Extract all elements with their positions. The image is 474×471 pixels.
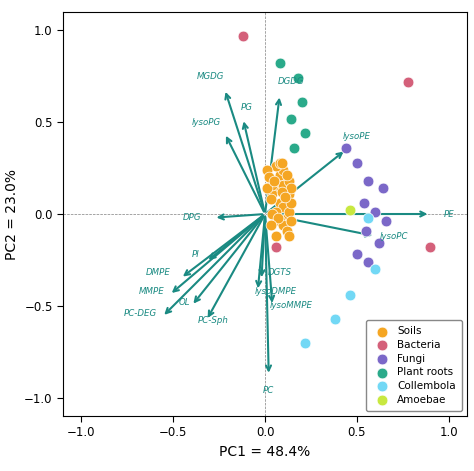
Text: DGDG: DGDG bbox=[277, 77, 304, 86]
Point bbox=[267, 221, 274, 229]
Point bbox=[283, 172, 291, 179]
Point bbox=[294, 74, 302, 82]
Point bbox=[404, 78, 412, 86]
Point bbox=[276, 218, 283, 225]
Point bbox=[272, 232, 280, 240]
Point bbox=[282, 194, 289, 201]
Point bbox=[346, 291, 353, 299]
Point bbox=[364, 177, 372, 185]
Point bbox=[353, 159, 361, 166]
Point bbox=[375, 240, 383, 247]
Point bbox=[276, 159, 283, 166]
Point bbox=[274, 214, 282, 221]
Point bbox=[287, 199, 294, 207]
Point bbox=[427, 244, 434, 251]
Point bbox=[283, 227, 291, 234]
Text: lysoPE: lysoPE bbox=[343, 132, 371, 141]
Text: PC-Sph: PC-Sph bbox=[198, 316, 229, 325]
Point bbox=[301, 339, 309, 346]
Point bbox=[331, 315, 338, 323]
Point bbox=[283, 214, 291, 221]
Text: MMPE: MMPE bbox=[138, 287, 164, 296]
Point bbox=[287, 218, 294, 225]
Point bbox=[364, 214, 372, 221]
Text: DPG: DPG bbox=[182, 213, 201, 222]
Point bbox=[265, 173, 273, 181]
Point bbox=[269, 190, 276, 197]
Point bbox=[285, 177, 293, 185]
Point bbox=[271, 177, 278, 185]
Point bbox=[287, 115, 294, 122]
Point bbox=[353, 251, 361, 258]
Point bbox=[280, 221, 287, 229]
Point bbox=[276, 60, 283, 67]
Point bbox=[263, 185, 271, 192]
Text: PE: PE bbox=[443, 210, 454, 219]
Point bbox=[364, 258, 372, 266]
Point bbox=[272, 208, 280, 216]
Text: PC: PC bbox=[263, 386, 274, 395]
Legend: Soils, Bacteria, Fungi, Plant roots, Collembola, Amoebae: Soils, Bacteria, Fungi, Plant roots, Col… bbox=[366, 320, 462, 411]
Point bbox=[362, 227, 370, 234]
Text: lysoPC: lysoPC bbox=[379, 232, 408, 241]
Point bbox=[239, 32, 247, 40]
Point bbox=[301, 130, 309, 137]
Point bbox=[346, 207, 353, 214]
Point bbox=[280, 203, 287, 211]
Text: lysoMMPE: lysoMMPE bbox=[269, 301, 312, 310]
Text: PI: PI bbox=[191, 250, 199, 259]
Point bbox=[360, 199, 368, 207]
Point bbox=[285, 190, 293, 197]
Text: DMPE: DMPE bbox=[146, 268, 171, 277]
Text: DGTS: DGTS bbox=[268, 268, 292, 277]
Text: OL: OL bbox=[179, 298, 190, 307]
Point bbox=[287, 185, 294, 192]
X-axis label: PC1 = 48.4%: PC1 = 48.4% bbox=[219, 445, 310, 459]
Point bbox=[269, 181, 276, 188]
Point bbox=[263, 166, 271, 174]
Text: PG: PG bbox=[241, 103, 253, 112]
Point bbox=[383, 218, 390, 225]
Point bbox=[272, 244, 280, 251]
Point bbox=[280, 166, 287, 174]
Y-axis label: PC2 = 23.0%: PC2 = 23.0% bbox=[5, 169, 18, 260]
Point bbox=[298, 98, 306, 106]
Point bbox=[342, 144, 350, 152]
Point bbox=[272, 162, 280, 170]
Point bbox=[285, 232, 293, 240]
Point bbox=[276, 199, 283, 207]
Point bbox=[372, 208, 379, 216]
Point bbox=[278, 188, 285, 196]
Point bbox=[272, 185, 280, 192]
Text: lysoPG: lysoPG bbox=[192, 118, 221, 127]
Point bbox=[276, 172, 283, 179]
Point bbox=[278, 159, 285, 166]
Text: MGDG: MGDG bbox=[196, 72, 224, 81]
Point bbox=[269, 210, 276, 218]
Point bbox=[285, 208, 293, 216]
Text: PC-DEG: PC-DEG bbox=[124, 309, 157, 317]
Point bbox=[372, 265, 379, 273]
Point bbox=[280, 181, 287, 188]
Text: lysoDMPE: lysoDMPE bbox=[255, 287, 297, 296]
Point bbox=[291, 144, 298, 152]
Point bbox=[267, 195, 274, 203]
Point bbox=[379, 185, 386, 192]
